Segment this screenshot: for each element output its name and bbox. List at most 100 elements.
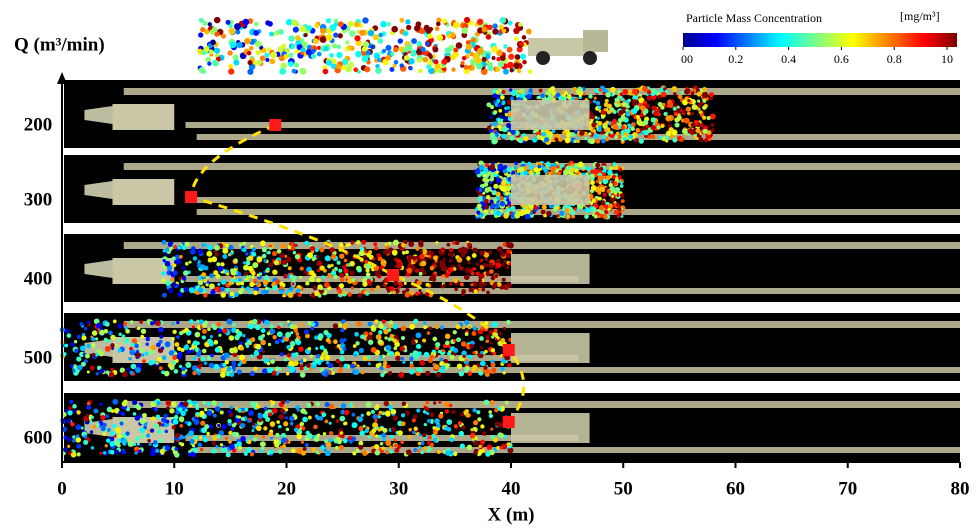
particle [148, 361, 153, 366]
particle [149, 443, 152, 446]
particle [436, 424, 440, 428]
particle [92, 330, 98, 336]
particle [621, 109, 625, 113]
particle [514, 162, 518, 166]
particle [199, 363, 203, 367]
particle [361, 240, 366, 245]
particle [592, 198, 597, 203]
x-tick-label: 10 [165, 478, 184, 499]
particle [492, 262, 495, 265]
particle [497, 407, 501, 411]
particle [358, 445, 363, 450]
particle [193, 356, 197, 360]
particle [652, 105, 657, 110]
particle [172, 282, 177, 287]
particle [240, 281, 244, 285]
particle [371, 325, 376, 330]
particle [336, 419, 340, 423]
particle [364, 260, 368, 264]
particle [118, 349, 122, 353]
particle [176, 321, 179, 324]
particle [571, 132, 575, 136]
particle [276, 420, 280, 424]
particle [128, 441, 134, 447]
particle [417, 449, 420, 452]
particle [443, 283, 447, 287]
particle [476, 410, 480, 414]
particle [220, 372, 226, 378]
particle [442, 349, 445, 352]
particle [306, 403, 311, 408]
particle [492, 138, 498, 144]
particle [85, 414, 89, 418]
particle [63, 435, 67, 439]
particle [338, 21, 344, 27]
top-illustration [197, 17, 608, 75]
particle [300, 408, 306, 414]
particle [286, 256, 292, 262]
category-label: 600 [24, 427, 53, 448]
particle [296, 434, 302, 440]
particle [609, 183, 613, 187]
particle [377, 339, 382, 344]
particle [382, 49, 386, 53]
particle [691, 123, 696, 128]
particle [684, 89, 690, 95]
particle [609, 167, 613, 171]
particle [527, 94, 532, 99]
particle [226, 288, 230, 292]
particle [478, 197, 483, 202]
particle [343, 291, 346, 294]
particle [91, 446, 94, 449]
particle [503, 260, 506, 263]
particle [70, 364, 74, 368]
particle [123, 400, 128, 405]
particle [100, 452, 103, 455]
particle [593, 169, 599, 175]
particle [209, 342, 214, 347]
particle [489, 450, 494, 455]
particle [496, 258, 501, 263]
particle [169, 350, 175, 356]
particle [430, 412, 435, 417]
particle [135, 415, 140, 420]
particle [103, 451, 107, 455]
particle [423, 321, 426, 324]
particle [345, 66, 351, 72]
particle [272, 335, 276, 339]
particle [326, 60, 332, 66]
particle [508, 364, 512, 368]
particle [109, 372, 115, 378]
colorbar-tick-label: 0.4 [781, 52, 796, 66]
particle [343, 347, 347, 351]
particle [518, 23, 522, 27]
particle [72, 435, 76, 439]
particle [384, 401, 390, 407]
particle [247, 51, 251, 55]
particle [118, 339, 121, 342]
particle [598, 88, 602, 92]
particle [562, 131, 566, 135]
particle [461, 253, 465, 257]
particle [83, 440, 88, 445]
particle [611, 195, 614, 198]
particle [246, 286, 251, 291]
particle [461, 289, 466, 294]
particle [393, 346, 397, 350]
particle [632, 100, 637, 105]
particle [343, 322, 348, 327]
particle [211, 256, 217, 262]
particle [600, 167, 604, 171]
particle [262, 435, 265, 438]
particle [442, 19, 447, 24]
particle [277, 249, 282, 254]
particle [439, 251, 442, 254]
particle [314, 358, 320, 364]
particle [554, 137, 558, 141]
particle [488, 410, 492, 414]
particle [274, 443, 279, 448]
particle [364, 250, 367, 253]
particle [200, 264, 205, 269]
particle [238, 278, 242, 282]
particle [412, 431, 415, 434]
